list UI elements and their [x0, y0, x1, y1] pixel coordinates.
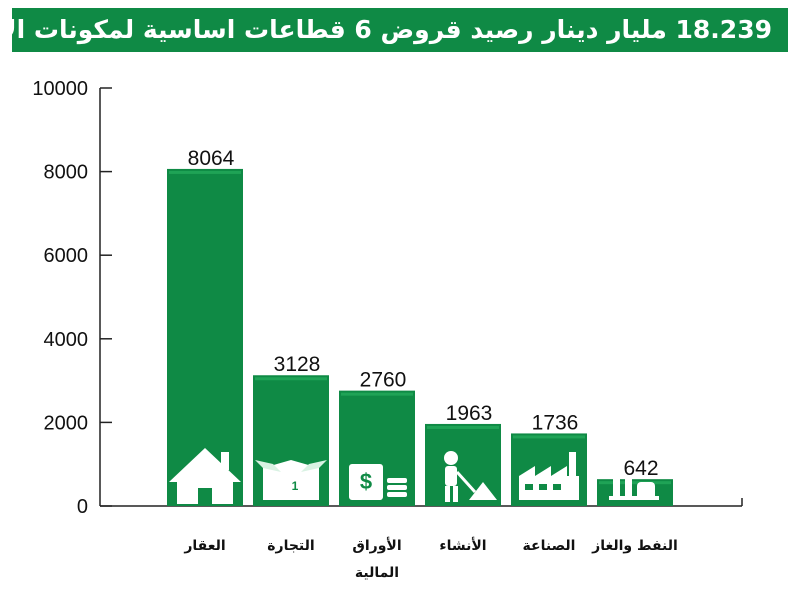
money-dollar-sign: $ — [360, 469, 372, 494]
construction-worker-icon — [444, 451, 497, 502]
y-tick-label: 2000 — [44, 412, 89, 434]
worker-leg-left — [445, 486, 450, 502]
coin-stack-3 — [387, 492, 407, 497]
refinery-tower-2 — [625, 468, 632, 500]
y-tick-label: 6000 — [44, 245, 89, 267]
coin-stack-1 — [387, 478, 407, 483]
y-tick-label: 0 — [77, 496, 88, 518]
bar-top-highlight — [255, 377, 327, 381]
data-label: 2760 — [360, 369, 407, 392]
bar-top-highlight — [513, 435, 585, 439]
factory-window-3 — [553, 484, 561, 490]
factory-chimney — [569, 452, 576, 478]
factory-window-1 — [525, 484, 533, 490]
worker-head — [444, 451, 458, 465]
house-chimney — [221, 452, 229, 470]
data-label: 642 — [623, 457, 658, 480]
worker-leg-right — [453, 486, 458, 502]
x-category-label: المالية — [355, 565, 399, 581]
data-label: 8064 — [188, 147, 235, 170]
data-label: 1736 — [532, 411, 579, 434]
worker-body — [445, 466, 457, 486]
chart-labels: 8064 3128 2760 1963 1736 642 العقار التجارة الأو… — [183, 147, 678, 581]
x-category-label: التجارة — [267, 538, 314, 554]
x-category-label: الأنشاء — [439, 537, 486, 554]
data-label: 1963 — [446, 402, 493, 425]
x-category-label: النفط والغاز — [591, 538, 678, 554]
box-flap-right — [301, 460, 327, 472]
chart-title: 18.239 مليار دينار رصيد قروض 6 قطاعات اس… — [12, 8, 788, 52]
sand-pile — [469, 482, 497, 500]
bar-top-highlight — [341, 392, 413, 396]
worker-shovel — [455, 470, 477, 494]
house-icon — [169, 448, 241, 504]
y-tick-label: 10000 — [32, 78, 88, 100]
house-body — [169, 448, 241, 504]
bar-top-highlight — [599, 481, 671, 485]
box-flap-left — [255, 460, 281, 472]
refinery-tank — [637, 482, 655, 500]
box-icon: 1 — [255, 460, 327, 500]
y-tick-label: 4000 — [44, 329, 89, 351]
x-category-label: الصناعة — [523, 538, 576, 554]
y-tick-label: 8000 — [44, 162, 89, 184]
factory-body — [519, 466, 579, 500]
coin-stack-2 — [387, 485, 407, 490]
money-note — [349, 464, 383, 500]
data-label: 3128 — [274, 353, 321, 376]
money-icon: $ — [349, 464, 407, 500]
house-door — [198, 488, 212, 504]
x-category-label: الأوراق — [352, 537, 401, 554]
box-label-digit: 1 — [292, 479, 299, 493]
bar-top-highlight — [169, 170, 241, 174]
oil-refinery-icon — [609, 468, 659, 500]
chart-bars: 1 $ — [167, 168, 673, 506]
x-category-label: العقار — [183, 538, 225, 554]
factory-icon — [519, 452, 579, 500]
refinery-base — [609, 496, 659, 500]
bar-top-highlight — [427, 425, 499, 429]
factory-window-2 — [539, 484, 547, 490]
refinery-tower-1 — [613, 478, 620, 500]
